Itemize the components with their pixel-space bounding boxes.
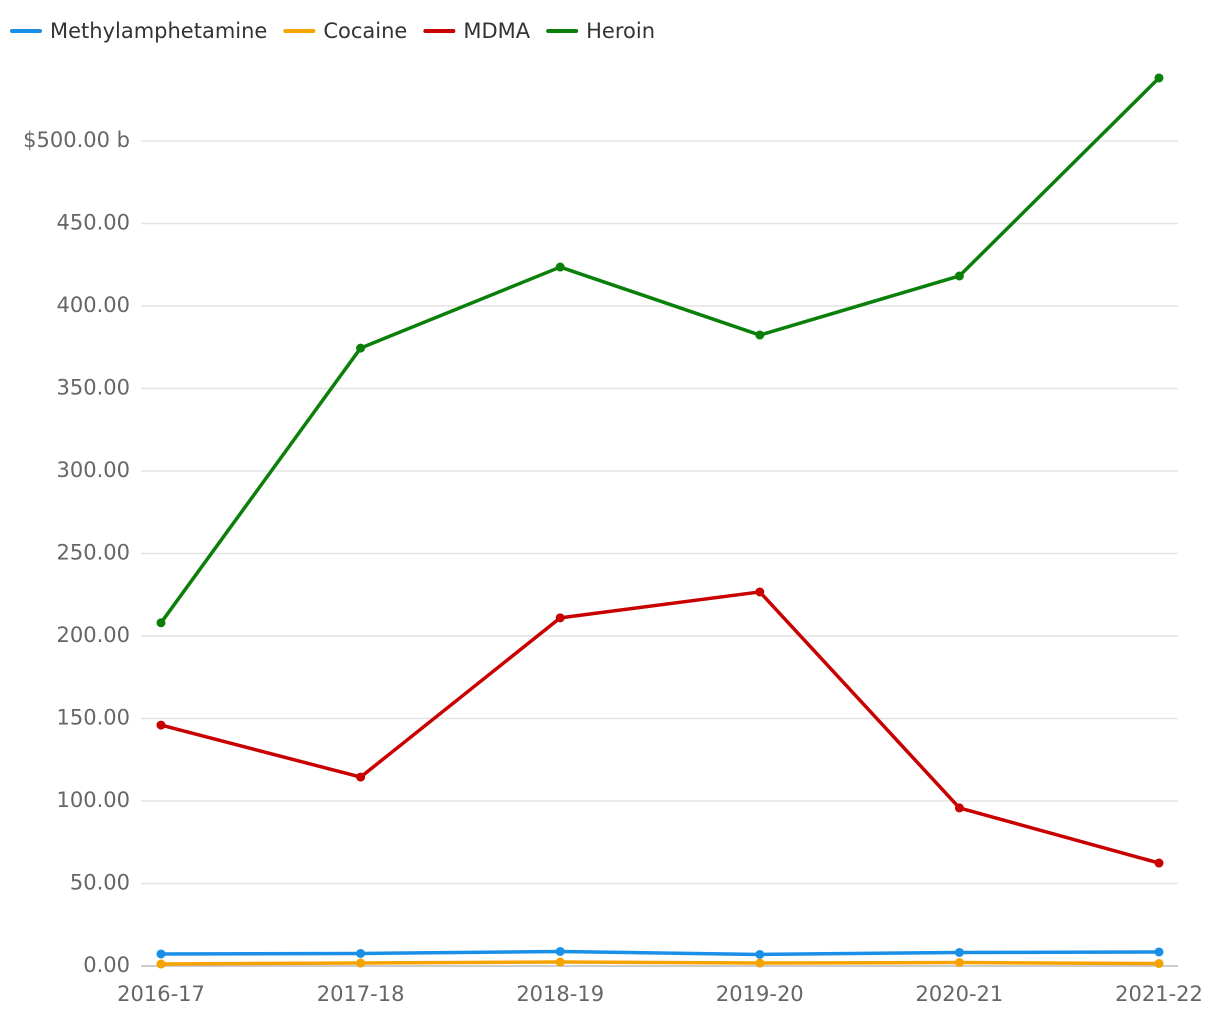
series-line [160, 949, 1160, 957]
y-tick-label: 350.00 [57, 376, 130, 400]
series-line [160, 590, 1160, 865]
data-point [156, 720, 166, 730]
data-point [156, 959, 166, 969]
data-point [954, 947, 964, 957]
data-point [555, 613, 565, 623]
y-tick-label: 150.00 [57, 706, 130, 730]
x-tick-label: 2018-19 [516, 982, 604, 1006]
data-point [1154, 73, 1164, 83]
data-point [1154, 858, 1164, 868]
data-point [755, 587, 765, 597]
x-tick-label: 2021-22 [1115, 982, 1203, 1006]
data-point [755, 330, 765, 340]
data-point [356, 343, 366, 353]
y-tick-label: 450.00 [57, 211, 130, 235]
data-point [356, 772, 366, 782]
data-point [954, 271, 964, 281]
x-tick-label: 2017-18 [317, 982, 405, 1006]
x-tick-label: 2016-17 [117, 982, 205, 1006]
y-tick-label: 50.00 [70, 871, 130, 895]
data-point [954, 958, 964, 968]
y-tick-label: 300.00 [57, 458, 130, 482]
data-point [755, 949, 765, 959]
y-tick-label: $500.00 b [23, 128, 130, 152]
series-line [159, 76, 1161, 624]
y-tick-label: 200.00 [57, 623, 130, 647]
data-point [1154, 959, 1164, 969]
legend-label: MDMA [463, 19, 530, 43]
x-tick-label: 2019-20 [716, 982, 804, 1006]
y-tick-label: 100.00 [57, 788, 130, 812]
data-point [555, 957, 565, 967]
data-point [954, 803, 964, 813]
data-point [555, 946, 565, 956]
data-point [356, 958, 366, 968]
y-tick-label: 250.00 [57, 541, 130, 565]
data-point [1154, 947, 1164, 957]
legend-label: Heroin [586, 19, 655, 43]
data-point [156, 949, 166, 959]
legend-label: Cocaine [323, 19, 407, 43]
y-tick-label: 0.00 [83, 953, 130, 977]
legend-label: Methylamphetamine [50, 19, 267, 43]
x-tick-label: 2020-21 [916, 982, 1004, 1006]
y-tick-label: 400.00 [57, 293, 130, 317]
data-point [356, 948, 366, 958]
series-line [160, 960, 1160, 966]
data-point [156, 618, 166, 628]
data-point [755, 958, 765, 968]
data-point [555, 262, 565, 272]
